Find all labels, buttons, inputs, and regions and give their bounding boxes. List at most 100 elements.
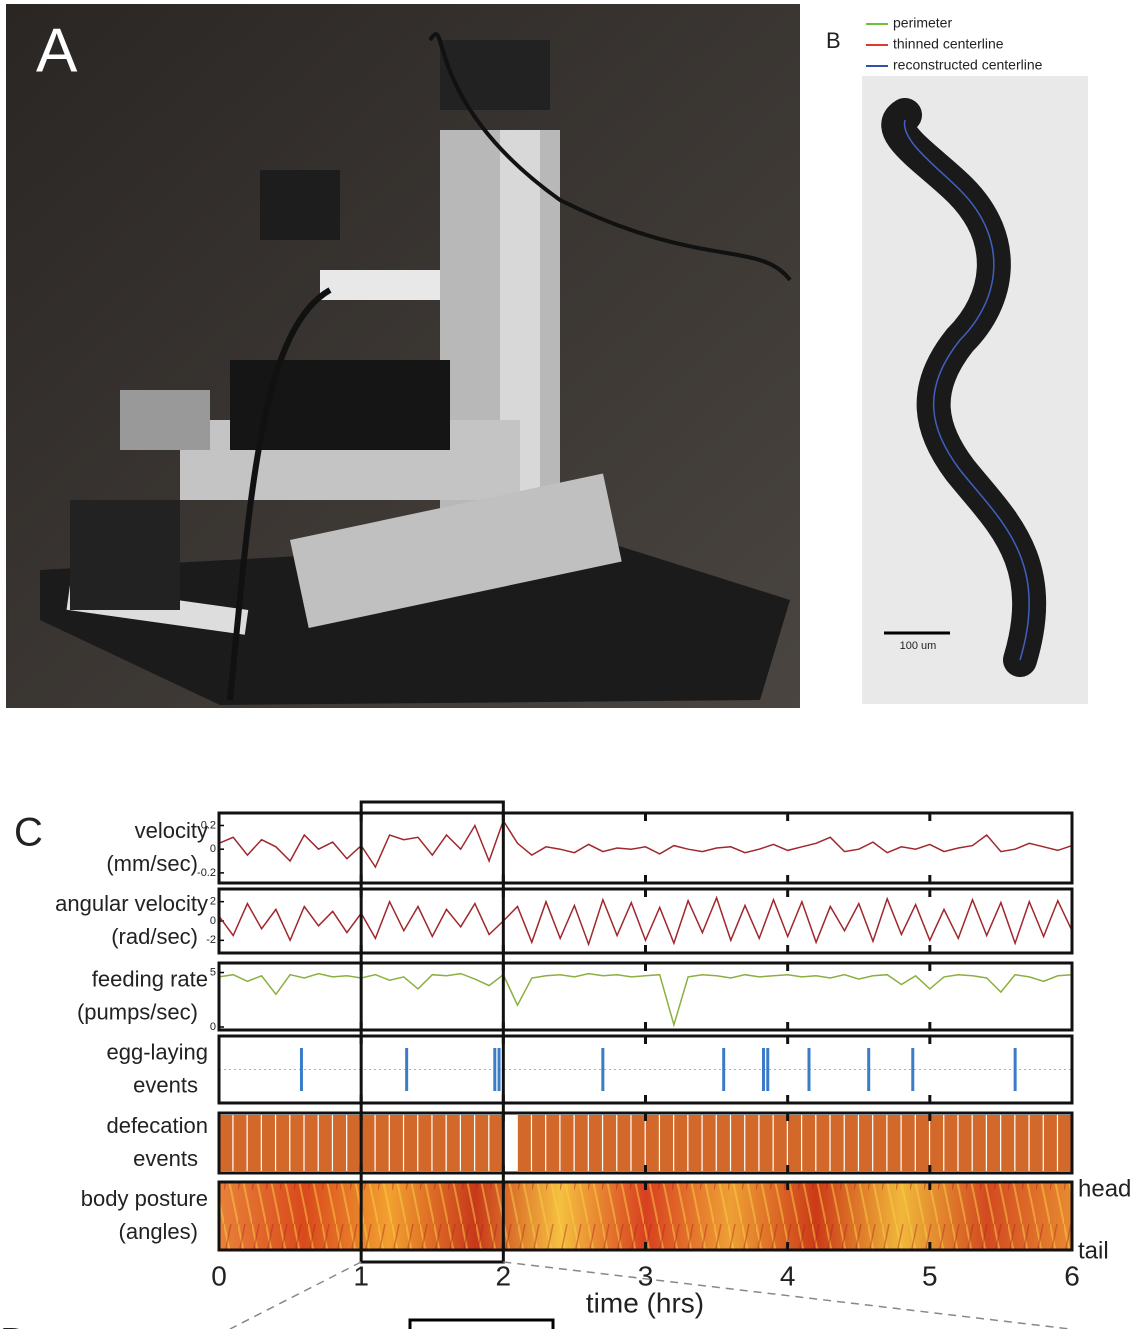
event [646,1115,659,1171]
event [788,1115,801,1171]
event [859,1115,872,1171]
y-tick-label: 0 [210,915,216,927]
event [959,1115,972,1171]
panel-label: B [826,28,841,53]
event [433,1115,446,1171]
event [347,1115,360,1171]
event [376,1115,389,1171]
event [816,1115,829,1171]
event [617,1115,630,1171]
event [546,1115,559,1171]
event [589,1115,602,1171]
y-tick-label: 5 [210,966,216,978]
event [632,1115,645,1171]
y-tick-label: 0 [210,1021,216,1033]
y-tick-label: -0.2 [197,867,216,879]
panel-d-box [410,1320,553,1329]
event [1001,1115,1014,1171]
track-label: (rad/sec) [111,924,198,949]
track-frame [219,889,1072,953]
legend-label: reconstructed centerline [893,57,1043,73]
event [518,1115,531,1171]
event [319,1115,332,1171]
event [930,1115,943,1171]
event [276,1115,289,1171]
tail-label: tail [1078,1237,1109,1264]
y-tick-label: 0 [210,843,216,855]
event [745,1115,758,1171]
trace [219,821,1072,867]
x-tick-label: 6 [1064,1260,1080,1291]
legend-label: thinned centerline [893,36,1004,52]
legend-label: perimeter [893,15,952,31]
track-label: defecation [106,1113,208,1138]
event [361,1115,374,1171]
zoom-line [230,1262,361,1329]
event [262,1115,275,1171]
panel-b: B perimeter thinned centerline reconstruct… [826,15,1088,704]
trace [219,898,1072,944]
panel-label: C [14,811,43,855]
event [1058,1115,1071,1171]
event [717,1115,730,1171]
track-frame [219,963,1072,1030]
event [845,1115,858,1171]
worm-image [862,76,1088,704]
figure: A B perimeter thinned centerline reconstru… [0,0,1146,1329]
track-label: body posture [81,1186,208,1211]
event [447,1115,460,1171]
event [916,1115,929,1171]
track-label: angular velocity [55,891,208,916]
head-label: head [1078,1175,1131,1202]
track-label: velocity [135,818,208,843]
event [532,1115,545,1171]
scale-label: 100 um [900,640,937,652]
event [887,1115,900,1171]
event [1015,1115,1028,1171]
event [902,1115,915,1171]
event [688,1115,701,1171]
x-tick-label: 5 [922,1260,938,1291]
x-tick-label: 2 [496,1260,512,1291]
event [873,1115,886,1171]
track-label: events [133,1072,198,1097]
event [703,1115,716,1171]
track-label: events [133,1146,198,1171]
event [831,1115,844,1171]
event [418,1115,431,1171]
event [731,1115,744,1171]
track-frame [219,1113,1072,1173]
event [987,1115,1000,1171]
y-tick-label: 2 [210,896,216,908]
track-label: (mm/sec) [106,851,198,876]
panel-label: A [36,16,78,85]
event [1044,1115,1057,1171]
panel-a: A [6,4,800,708]
event [219,1115,232,1171]
y-tick-label: -2 [206,934,216,946]
event [660,1115,673,1171]
event [475,1115,488,1171]
event [489,1115,502,1171]
event [1030,1115,1043,1171]
event [774,1115,787,1171]
track-label: egg-laying [106,1039,208,1064]
track-label: (angles) [119,1219,198,1244]
y-tick-label: 0.2 [201,819,216,831]
trace [219,974,1072,1025]
event [333,1115,346,1171]
panel-c: C time (hrs) head tail velocity(mm/sec)0… [14,802,1131,1329]
event [404,1115,417,1171]
panel-label: D [0,1321,29,1329]
track-label: feeding rate [92,966,208,991]
event [248,1115,261,1171]
event [461,1115,474,1171]
event [674,1115,687,1171]
x-tick-label: 0 [211,1260,227,1291]
heatmap-texture [219,1182,1072,1250]
event [760,1115,773,1171]
event [234,1115,247,1171]
event [305,1115,318,1171]
event [802,1115,815,1171]
event [575,1115,588,1171]
